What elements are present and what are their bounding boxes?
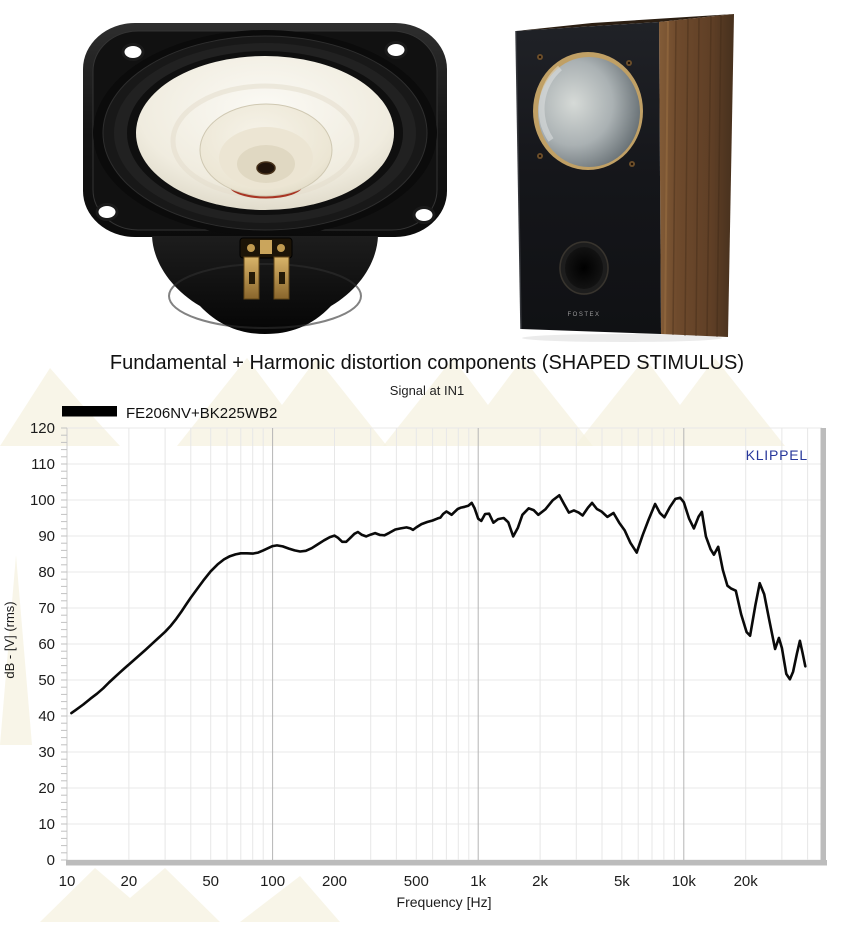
chart-subtitle: Signal at IN1 — [389, 383, 465, 398]
svg-text:120: 120 — [30, 420, 55, 437]
legend-label: FE206NV+BK225WB2 — [126, 405, 277, 422]
driver-terminals — [239, 237, 293, 300]
svg-text:10k: 10k — [672, 873, 697, 890]
svg-text:60: 60 — [38, 636, 55, 653]
product-photos: FOSTEX — [0, 0, 854, 350]
x-axis-label: Frequency [Hz] — [397, 894, 492, 910]
svg-text:10: 10 — [59, 873, 76, 890]
svg-text:100: 100 — [260, 873, 285, 890]
svg-text:20k: 20k — [734, 873, 759, 890]
svg-text:2k: 2k — [532, 873, 548, 890]
svg-text:10: 10 — [38, 816, 55, 833]
svg-text:90: 90 — [38, 528, 55, 545]
svg-text:20: 20 — [38, 780, 55, 797]
svg-text:50: 50 — [38, 672, 55, 689]
product-photos-canvas: FOSTEX — [83, 14, 734, 342]
screw-hole-icon — [121, 43, 145, 61]
speaker-cabinet-photo: FOSTEX — [515, 14, 734, 342]
x-tick-labels: 10 20 50 100 200 500 1k 2k 5k 10k 20k — [59, 873, 759, 890]
screw-hole-icon — [384, 41, 408, 59]
svg-text:200: 200 — [322, 873, 347, 890]
screw-hole-icon — [95, 203, 119, 221]
y-axis-label: dB - [V] (rms) — [2, 601, 17, 678]
svg-text:40: 40 — [38, 708, 55, 725]
y-tick-labels: 0 10 20 30 40 50 60 70 80 90 100 110 120 — [30, 420, 55, 869]
svg-text:70: 70 — [38, 600, 55, 617]
svg-text:110: 110 — [31, 456, 55, 473]
svg-text:80: 80 — [38, 564, 55, 581]
chart-title: Fundamental + Harmonic distortion compon… — [109, 352, 745, 374]
screw-hole-icon — [412, 206, 436, 224]
svg-text:20: 20 — [121, 873, 138, 890]
svg-text:30: 30 — [38, 744, 55, 761]
svg-text:500: 500 — [404, 873, 429, 890]
svg-text:1k: 1k — [470, 873, 486, 890]
gridlines — [61, 427, 822, 861]
response-curve — [70, 494, 807, 715]
svg-text:100: 100 — [30, 492, 55, 509]
svg-text:50: 50 — [202, 873, 219, 890]
svg-text:5k: 5k — [614, 873, 630, 890]
fostex-logo: FOSTEX — [567, 312, 600, 318]
svg-text:0: 0 — [47, 852, 55, 869]
axis-frame — [66, 428, 827, 866]
legend: FE206NV+BK225WB2 — [62, 405, 277, 422]
woofer-photo — [83, 23, 447, 334]
klippel-brand: KLIPPEL — [746, 447, 808, 463]
watermark-mountains — [0, 358, 785, 922]
legend-swatch — [62, 406, 117, 417]
klippel-chart: 0 10 20 30 40 50 60 70 80 90 100 110 120 10 20 50 100 200… — [0, 350, 854, 922]
